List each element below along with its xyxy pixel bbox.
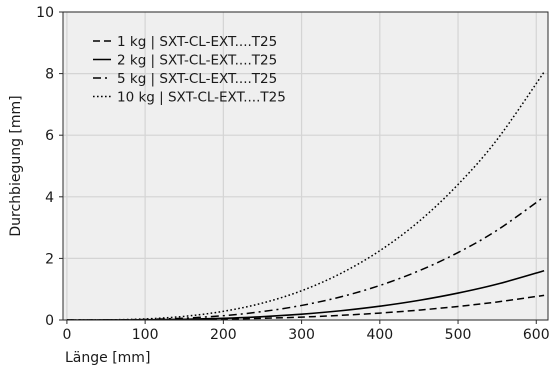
legend-entry: 10 kg | SXT-CL-EXT....T25 [117,90,286,106]
legend-entry: 5 kg | SXT-CL-EXT....T25 [117,71,277,87]
legend-entry: 2 kg | SXT-CL-EXT....T25 [117,53,277,69]
y-axis-label: Durchbiegung [mm] [8,95,24,236]
y-tick-label: 4 [45,190,54,206]
x-tick-label: 100 [132,327,159,343]
x-tick-label: 200 [210,327,237,343]
x-tick-label: 0 [62,327,71,343]
x-tick-label: 500 [445,327,472,343]
x-tick-label: 400 [366,327,393,343]
series-line-4 [66,71,545,320]
y-tick-label: 10 [36,5,54,21]
y-tick-label: 6 [45,128,54,144]
x-tick-label: 300 [288,327,315,343]
legend: 1 kg | SXT-CL-EXT....T25 2 kg | SXT-CL-EX… [93,34,286,106]
legend-entry: 1 kg | SXT-CL-EXT....T25 [117,34,277,50]
y-tick-label: 0 [45,313,54,329]
plot-area [63,12,548,320]
axis-ticks: 0 100 200 300 400 500 600 0 2 4 6 8 10 [36,5,549,343]
x-axis-label: Länge [mm] [65,350,150,366]
plot-frame [62,11,549,321]
y-tick-label: 2 [45,251,54,267]
y-tick-label: 8 [45,67,54,83]
x-tick-label: 600 [523,327,550,343]
series-line-3 [66,196,545,320]
